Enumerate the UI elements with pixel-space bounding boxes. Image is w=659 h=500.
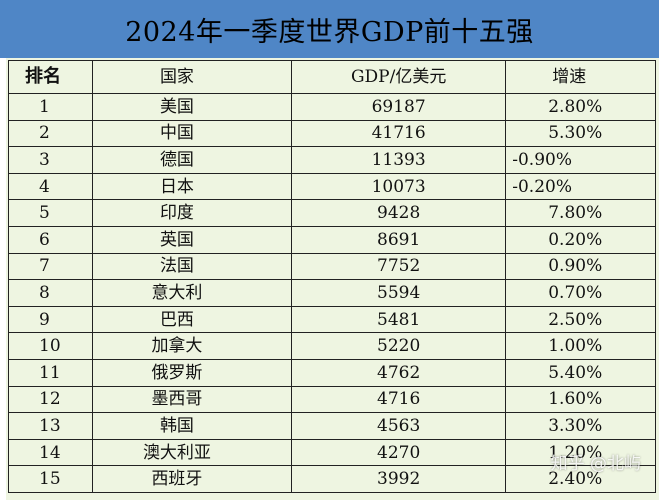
growth-cell: 5.30% [505, 119, 656, 148]
gdp-cell: 4270 [291, 438, 507, 467]
rank-cell: 4 [8, 172, 93, 201]
country-cell: 美国 [91, 93, 293, 121]
country-cell: 澳大利亚 [91, 438, 293, 467]
rank-cell: 12 [8, 385, 93, 414]
table-row: 9 巴西 5481 2.50% [8, 305, 656, 334]
table-row: 3 德国 11393 -0.90% [8, 146, 656, 174]
rank-cell: 3 [8, 146, 93, 174]
country-cell: 意大利 [91, 279, 293, 307]
growth-cell: 1.00% [505, 332, 656, 360]
growth-cell: 1.20% [505, 438, 656, 467]
country-cell: 俄罗斯 [91, 358, 293, 387]
rank-cell: 13 [8, 412, 93, 440]
rank-cell: 7 [8, 252, 93, 281]
table-row: 10 加拿大 5220 1.00% [8, 332, 656, 360]
title-bar: 2024年一季度世界GDP前十五强 [0, 0, 659, 58]
growth-cell: 1.60% [505, 385, 656, 414]
country-cell: 韩国 [91, 412, 293, 440]
header-gdp: GDP/亿美元 [291, 60, 507, 94]
rank-cell: 9 [8, 305, 93, 334]
table-row: 11 俄罗斯 4762 5.40% [8, 358, 656, 387]
gdp-cell: 9428 [291, 199, 507, 227]
rank-cell: 11 [8, 358, 93, 387]
country-cell: 日本 [91, 172, 293, 201]
table-row: 8 意大利 5594 0.70% [8, 279, 656, 307]
growth-cell: 5.40% [505, 358, 656, 387]
gdp-cell: 10073 [291, 172, 507, 201]
country-cell: 加拿大 [91, 332, 293, 360]
table-row: 5 印度 9428 7.80% [8, 199, 656, 227]
country-cell: 中国 [91, 119, 293, 148]
gdp-cell: 4716 [291, 385, 507, 414]
country-cell: 巴西 [91, 305, 293, 334]
header-growth: 增速 [505, 60, 656, 94]
country-cell: 墨西哥 [91, 385, 293, 414]
gdp-cell: 41716 [291, 119, 507, 148]
country-cell: 西班牙 [91, 465, 293, 493]
table-row: 13 韩国 4563 3.30% [8, 412, 656, 440]
table-row: 14 澳大利亚 4270 1.20% [8, 438, 656, 467]
country-cell: 印度 [91, 199, 293, 227]
rank-cell: 14 [8, 438, 93, 467]
growth-cell: 3.30% [505, 412, 656, 440]
rank-cell: 15 [8, 465, 93, 493]
gdp-cell: 4762 [291, 358, 507, 387]
header-rank: 排名 [8, 60, 93, 94]
rank-cell: 1 [8, 93, 93, 121]
gdp-table-panel: 排名 国家 GDP/亿美元 增速 1 美国 69187 2.80% 2 中国 41716 5.… [6, 58, 659, 500]
gdp-cell: 7752 [291, 252, 507, 281]
gdp-cell: 5594 [291, 279, 507, 307]
country-cell: 法国 [91, 252, 293, 281]
rank-cell: 6 [8, 225, 93, 254]
country-cell: 英国 [91, 225, 293, 254]
table-row: 1 美国 69187 2.80% [8, 93, 656, 121]
table-header-row: 排名 国家 GDP/亿美元 增速 [8, 60, 656, 94]
rank-cell: 10 [8, 332, 93, 360]
gdp-ranking-table: 排名 国家 GDP/亿美元 增速 1 美国 69187 2.80% 2 中国 41716 5.… [8, 60, 656, 493]
page-title: 2024年一季度世界GDP前十五强 [125, 16, 534, 48]
gdp-cell: 69187 [291, 93, 507, 121]
header-country: 国家 [91, 60, 293, 94]
rank-cell: 2 [8, 119, 93, 148]
growth-cell: 2.80% [505, 93, 656, 121]
table-row: 2 中国 41716 5.30% [8, 119, 656, 148]
table-row: 12 墨西哥 4716 1.60% [8, 385, 656, 414]
gdp-cell: 3992 [291, 465, 507, 493]
gdp-cell: 5220 [291, 332, 507, 360]
gdp-cell: 4563 [291, 412, 507, 440]
table-row: 6 英国 8691 0.20% [8, 225, 656, 254]
rank-cell: 8 [8, 279, 93, 307]
gdp-cell: 5481 [291, 305, 507, 334]
watermark: 知乎 @北屿 [550, 454, 641, 474]
growth-cell: -0.20% [505, 172, 656, 201]
growth-cell: 0.90% [505, 252, 656, 281]
gdp-cell: 8691 [291, 225, 507, 254]
growth-cell: 2.50% [505, 305, 656, 334]
gdp-cell: 11393 [291, 146, 507, 174]
growth-cell: 0.20% [505, 225, 656, 254]
growth-cell: -0.90% [505, 146, 656, 174]
growth-cell: 7.80% [505, 199, 656, 227]
rank-cell: 5 [8, 199, 93, 227]
table-row: 4 日本 10073 -0.20% [8, 172, 656, 201]
table-row: 7 法国 7752 0.90% [8, 252, 656, 281]
country-cell: 德国 [91, 146, 293, 174]
table-row: 15 西班牙 3992 2.40% [8, 465, 656, 493]
growth-cell: 0.70% [505, 279, 656, 307]
growth-cell: 2.40% [505, 465, 656, 493]
